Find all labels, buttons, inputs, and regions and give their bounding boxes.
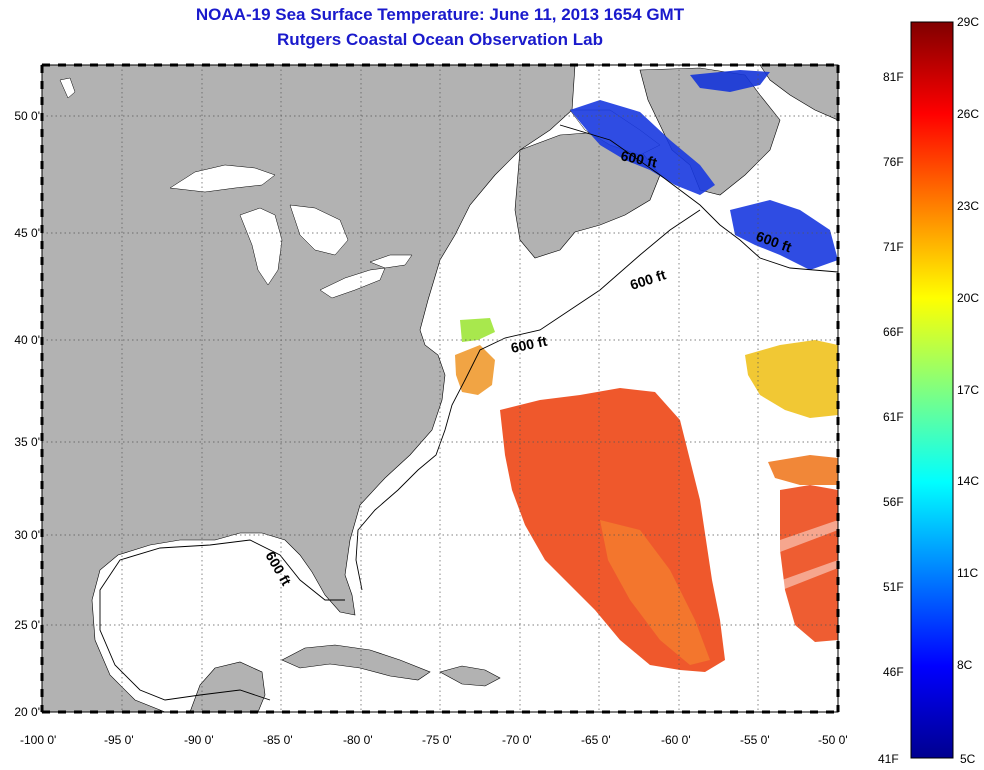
sst-swath-main-light: [600, 520, 710, 665]
lat-label: 50 0': [14, 109, 40, 123]
lon-label: -95 0': [104, 733, 134, 747]
colorbar-fahrenheit-label: 76F: [883, 155, 904, 169]
lake-erie-ontario: [319, 254, 413, 299]
lon-label: -70 0': [502, 733, 532, 747]
isobath-600ft: [99, 124, 838, 701]
colorbar-fahrenheit-label: 41F: [878, 752, 899, 766]
lake-michigan-huron: [239, 204, 349, 286]
map-subtitle: Rutgers Coastal Ocean Observation Lab: [277, 30, 603, 49]
colorbar-celsius-label: 8C: [957, 658, 973, 672]
colorbar-celsius-label: 17C: [957, 383, 980, 397]
sst-patch-orange-small: [768, 455, 838, 485]
land-hispaniola: [439, 665, 501, 687]
colorbar-fahrenheit-label: 56F: [883, 495, 904, 509]
lon-label: -55 0': [740, 733, 770, 747]
lat-label: 40 0': [14, 333, 40, 347]
sst-patch-northeast-yellow: [745, 340, 838, 418]
colorbar-celsius-label: 11C: [957, 566, 979, 580]
lon-label: -80 0': [343, 733, 373, 747]
colorbar-fahrenheit-label: 61F: [883, 410, 904, 424]
lat-label: 25 0': [14, 618, 40, 632]
isobath-label-1: 600 ft: [619, 147, 658, 170]
lon-label: -85 0': [263, 733, 293, 747]
sst-cold-north: [570, 100, 715, 195]
colorbar-fahrenheit-label: 66F: [883, 325, 904, 339]
sst-patch-nyb-green: [460, 318, 495, 342]
sst-cold-top: [690, 70, 770, 92]
land-north-america: [42, 65, 576, 712]
colorbar-celsius-label: 26C: [957, 107, 980, 121]
colorbar-celsius-label: 29C: [957, 15, 980, 29]
colorbar-fahrenheit-label: 46F: [883, 665, 904, 679]
lake-superior: [169, 164, 276, 193]
lat-label: 20 0': [14, 705, 40, 719]
colorbar-celsius-label: 23C: [957, 199, 980, 213]
sst-patch-east: [780, 485, 838, 642]
colorbar-fahrenheit-label: 51F: [883, 580, 904, 594]
lon-label: -65 0': [581, 733, 611, 747]
map-title: NOAA-19 Sea Surface Temperature: June 11…: [195, 5, 685, 24]
sst-patch-midatlantic: [455, 345, 495, 395]
colorbar-fahrenheit-label: 71F: [883, 240, 904, 254]
colorbar-celsius-label: 14C: [957, 474, 980, 488]
land-cuba: [281, 644, 431, 681]
land-labrador: [759, 65, 838, 121]
lat-label: 45 0': [14, 226, 40, 240]
lake-winnipeg: [59, 77, 76, 99]
colorbar: [910, 21, 954, 759]
lon-label: -90 0': [184, 733, 214, 747]
colorbar-celsius-label: 5C: [960, 752, 976, 766]
colorbar-fahrenheit-label: 81F: [883, 70, 904, 84]
lat-label: 30 0': [14, 528, 40, 542]
lon-label: -50 0': [818, 733, 848, 747]
lon-label: -75 0': [422, 733, 452, 747]
map-frame-ticks: [40, 63, 840, 714]
sst-patch-east-streaks: [780, 520, 838, 590]
lat-label: 35 0': [14, 435, 40, 449]
lon-label: -100 0': [20, 733, 57, 747]
sst-cold-northeast: [730, 200, 838, 270]
lon-label: -60 0': [661, 733, 691, 747]
isobath-label-4: 600 ft: [509, 333, 548, 356]
land-yucatan: [189, 661, 266, 712]
colorbar-celsius-label: 20C: [957, 291, 980, 305]
